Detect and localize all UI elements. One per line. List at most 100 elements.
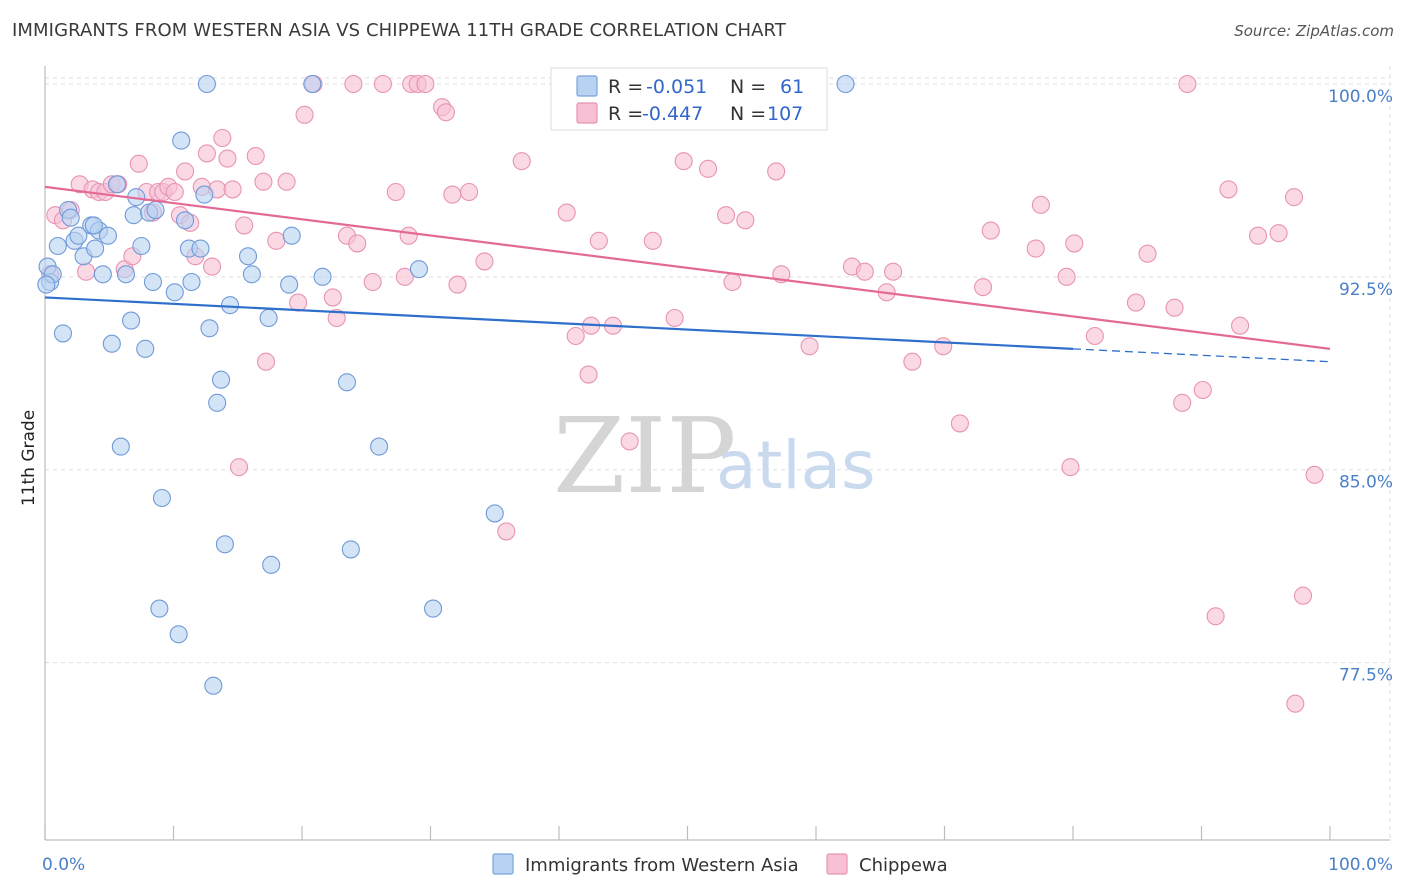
chippewa-point-36 bbox=[267, 231, 286, 250]
chippewa-point-33 bbox=[246, 146, 265, 166]
chippewa-point-102 bbox=[1231, 316, 1250, 335]
chippewa-point-64 bbox=[579, 365, 598, 384]
chippewa-point-50 bbox=[399, 226, 418, 245]
western-asia-point-22 bbox=[132, 236, 151, 256]
western-asia-point-52 bbox=[337, 373, 357, 392]
chippewa-point-105 bbox=[1284, 188, 1304, 207]
chippewa-point-48 bbox=[386, 182, 405, 202]
chippewa-point-74 bbox=[723, 272, 742, 292]
chippewa-point-92 bbox=[1065, 234, 1084, 253]
chippewa-point-96 bbox=[1165, 298, 1184, 317]
chippewa-point-13 bbox=[129, 154, 148, 173]
western-asia-point-57 bbox=[485, 504, 504, 523]
western-asia-point-36 bbox=[195, 185, 214, 204]
chippewa-point-86 bbox=[973, 278, 993, 297]
chippewa-point-46 bbox=[363, 272, 382, 292]
chippewa-point-37 bbox=[277, 172, 296, 191]
western-asia-point-27 bbox=[150, 599, 169, 618]
chippewa-point-66 bbox=[589, 231, 608, 250]
western-asia-point-17 bbox=[111, 437, 130, 456]
trend-lines bbox=[44, 185, 1331, 363]
western-asia-point-45 bbox=[242, 265, 261, 284]
chippewa-points bbox=[41, 74, 1324, 713]
western-asia-point-49 bbox=[282, 226, 301, 245]
chippewa-point-61 bbox=[512, 152, 531, 171]
western-asia-trend-line bbox=[44, 296, 1074, 350]
chippewa-point-53 bbox=[416, 74, 435, 94]
axes bbox=[44, 66, 1390, 841]
chippewa-point-100 bbox=[1206, 607, 1225, 626]
chippewa-point-98 bbox=[1178, 74, 1197, 94]
chippewa-point-87 bbox=[981, 221, 1000, 240]
stats-legend: R = -0.051 N = 61 R = -0.447 N = 107 bbox=[550, 67, 828, 131]
pink-r-label: R = bbox=[608, 103, 643, 125]
y-tick-label-3: 77.5% bbox=[1339, 666, 1393, 686]
western-asia-point-23 bbox=[136, 339, 155, 358]
western-asia-point-25 bbox=[143, 272, 162, 292]
western-asia-point-43 bbox=[220, 296, 240, 315]
chippewa-point-59 bbox=[475, 252, 494, 271]
chippewa-point-56 bbox=[443, 185, 462, 204]
chippewa-point-89 bbox=[1031, 195, 1050, 214]
western-asia-point-47 bbox=[262, 555, 281, 574]
blue-r-label: R = bbox=[608, 76, 643, 98]
western-asia-point-6 bbox=[61, 208, 80, 227]
chippewa-point-30 bbox=[223, 180, 242, 199]
y-tick-labels: 100.0% 92.5% 85.0% 77.5% bbox=[1328, 87, 1393, 686]
watermark: ZIP atlas bbox=[553, 395, 876, 517]
chippewa-point-26 bbox=[203, 257, 222, 276]
chippewa-point-75 bbox=[736, 211, 755, 230]
chippewa-point-82 bbox=[884, 262, 903, 281]
chippewa-point-44 bbox=[344, 74, 363, 94]
chippewa-point-42 bbox=[327, 308, 346, 328]
western-asia-point-44 bbox=[238, 247, 258, 266]
western-asia-point-11 bbox=[86, 239, 105, 258]
western-asia-point-4 bbox=[53, 324, 73, 343]
chippewa-point-60 bbox=[497, 522, 516, 541]
western-asia-point-3 bbox=[48, 236, 67, 256]
chippewa-point-28 bbox=[213, 128, 232, 148]
blue-n-value: 61 bbox=[780, 76, 804, 98]
chippewa-point-63 bbox=[566, 326, 585, 346]
chippewa-point-101 bbox=[1219, 180, 1238, 199]
chippewa-point-78 bbox=[800, 337, 819, 356]
x-tick-labels: 0.0% 100.0% bbox=[42, 855, 1393, 875]
chippewa-point-35 bbox=[256, 352, 276, 371]
chippewa-point-34 bbox=[254, 172, 273, 191]
chippewa-point-71 bbox=[674, 152, 693, 171]
western-asia-point-28 bbox=[152, 488, 171, 508]
western-asia-point-20 bbox=[124, 206, 143, 225]
pink-swatch bbox=[576, 102, 598, 124]
western-asia-point-58 bbox=[836, 74, 855, 94]
chippewa-point-32 bbox=[235, 216, 254, 235]
chippewa-point-45 bbox=[348, 234, 367, 253]
chippewa-point-83 bbox=[903, 352, 922, 371]
western-asia-point-59 bbox=[37, 275, 56, 294]
western-asia-point-48 bbox=[280, 275, 299, 294]
western-asia-point-16 bbox=[107, 175, 127, 194]
legend-swatch-chippewa bbox=[826, 853, 848, 875]
western-asia-point-35 bbox=[191, 239, 210, 258]
chippewa-point-93 bbox=[1085, 326, 1104, 346]
chippewa-point-85 bbox=[950, 414, 969, 433]
chippewa-trend-line bbox=[44, 185, 1331, 350]
western-asia-point-38 bbox=[200, 319, 219, 338]
chippewa-point-19 bbox=[165, 182, 184, 202]
chippewa-point-103 bbox=[1248, 226, 1268, 245]
chippewa-point-55 bbox=[436, 103, 455, 122]
western-asia-point-54 bbox=[370, 437, 389, 456]
legend-label-chippewa: Chippewa bbox=[859, 855, 948, 876]
western-asia-point-50 bbox=[303, 74, 322, 94]
chippewa-point-84 bbox=[934, 337, 953, 356]
chippewa-point-104 bbox=[1269, 224, 1288, 243]
western-asia-point-8 bbox=[69, 226, 88, 245]
pink-n-label: N = bbox=[730, 103, 766, 125]
chippewa-point-91 bbox=[1061, 458, 1080, 477]
chippewa-point-57 bbox=[448, 275, 467, 294]
chippewa-point-62 bbox=[557, 203, 576, 222]
pink-r-value: -0.447 bbox=[642, 103, 703, 125]
blue-r-value: -0.051 bbox=[646, 76, 707, 98]
chippewa-point-106 bbox=[1286, 694, 1305, 713]
western-asia-point-39 bbox=[204, 676, 223, 695]
